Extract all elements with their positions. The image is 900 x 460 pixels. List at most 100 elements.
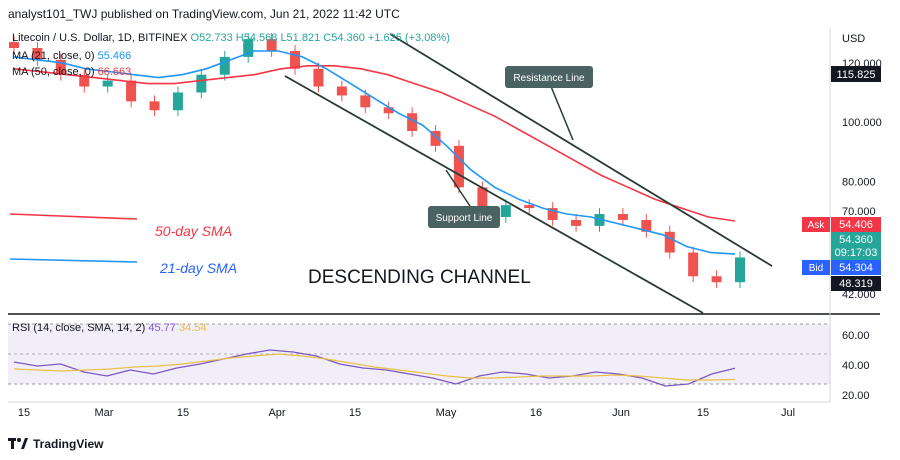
candle-body — [32, 48, 43, 60]
sma50-label: 50-day SMA — [155, 223, 232, 239]
rsi-legend-label: RSI (14, close, SMA, 14, 2) — [12, 322, 146, 334]
last-price-box — [831, 232, 881, 260]
high-value: H54.568 — [235, 32, 278, 44]
candle-body — [79, 74, 90, 87]
time-tick-label: Jul — [781, 407, 795, 419]
ask-label-box — [802, 217, 830, 232]
time-tick-label: Mar — [95, 407, 114, 419]
rsi-sma-legend-value: 34.54 — [178, 322, 207, 334]
resistance-callout-line — [549, 83, 574, 141]
candle-body — [196, 74, 207, 93]
candle-body — [453, 145, 464, 188]
candlestick-series — [9, 33, 745, 289]
candle-body — [290, 50, 301, 69]
low-price-label: 48.319 — [839, 278, 873, 290]
candle-body — [711, 276, 722, 283]
price-tick-label: 70.000 — [842, 206, 876, 218]
candle-body — [524, 205, 535, 209]
candle-body — [688, 252, 699, 277]
candle-body — [407, 113, 418, 132]
ma50-line — [13, 65, 736, 222]
change-value: +1.625 (+3.08%) — [367, 32, 450, 44]
low-value: L51.821 — [280, 32, 321, 44]
time-tick-label: 16 — [530, 407, 542, 419]
bid-label: Bid — [809, 263, 823, 274]
ma21-legend-label: MA (21, close, 0) — [12, 50, 95, 62]
candle-body — [336, 86, 347, 96]
tradingview-logo-icon — [8, 438, 28, 449]
ma21-line — [13, 50, 736, 255]
candle-body — [172, 92, 183, 111]
ask-value: 54.406 — [839, 219, 873, 231]
ma50-legend-value: 66.663 — [97, 66, 132, 78]
price-tick-label: 100.000 — [842, 117, 882, 129]
time-tick-label: 15 — [18, 407, 30, 419]
candle-body — [547, 208, 558, 220]
last-price: 54.360 — [839, 234, 873, 246]
candle-body — [9, 42, 19, 48]
time-tick-label: 15 — [177, 407, 189, 419]
rsi-sma-line — [13, 353, 736, 381]
candle-body — [735, 257, 745, 283]
candle-body — [126, 80, 137, 102]
close-value: C54.360 — [323, 32, 365, 44]
candle-body — [617, 214, 628, 220]
price-tick-label: 42.000 — [842, 289, 876, 301]
current-price-label: 115.825 — [837, 69, 876, 81]
sma21-label: 21-day SMA — [159, 260, 237, 276]
candle-body — [219, 56, 230, 75]
rsi-line — [13, 349, 736, 387]
time-tick-label: Apr — [268, 407, 285, 419]
rsi-legend-value: 45.77 — [148, 322, 176, 334]
candle-body — [500, 205, 511, 217]
candle-body — [430, 131, 441, 146]
ask-value-box — [831, 217, 881, 232]
symbol-legend: Litecoin / U.S. Dollar, 1D, BITFINEX O52… — [12, 32, 450, 44]
candle-body — [55, 59, 66, 75]
sma21-key-line — [9, 258, 138, 263]
support-line — [284, 75, 704, 314]
ask-label: Ask — [808, 220, 826, 231]
channel-label: DESCENDING CHANNEL — [308, 267, 531, 288]
candle-body — [477, 187, 488, 217]
candle-body — [383, 107, 394, 114]
support-label: Support Line — [436, 213, 493, 224]
tradingview-footer: TradingView — [8, 437, 103, 451]
ma21-legend: MA (21, close, 0) 55.466 — [12, 50, 131, 62]
rsi-tick-label: 40.00 — [842, 360, 870, 372]
candle-body — [360, 95, 371, 108]
symbol-name: Litecoin / U.S. Dollar, 1D, BITFINEX — [12, 32, 188, 44]
support-label-box — [428, 206, 500, 228]
current-price-box — [831, 66, 881, 82]
time-tick-label: 15 — [697, 407, 709, 419]
resistance-label-box — [505, 66, 593, 88]
open-value: O52.733 — [190, 32, 233, 44]
candle-body — [664, 231, 675, 253]
rsi-legend: RSI (14, close, SMA, 14, 2) 45.77 34.54 — [12, 322, 206, 334]
candle-body — [102, 80, 113, 87]
ma21-legend-value: 55.466 — [97, 50, 132, 62]
countdown: 09:17:03 — [835, 247, 878, 259]
support-callout-line — [445, 169, 471, 207]
time-tick-label: 15 — [349, 407, 361, 419]
candle-body — [313, 68, 324, 87]
low-price-box — [831, 276, 881, 291]
candle-body — [149, 101, 160, 111]
candle-body — [641, 219, 652, 232]
currency-label: USD — [842, 33, 865, 45]
rsi-tick-label: 20.00 — [842, 390, 870, 402]
rsi-tick-label: 60.00 — [842, 330, 870, 342]
time-tick-label: May — [436, 407, 457, 419]
ma50-legend: MA (50, close, 0) 66.663 — [12, 66, 131, 78]
sma50-key-line — [9, 213, 138, 220]
candle-body — [243, 39, 254, 57]
resistance-line — [389, 33, 773, 267]
candle-body — [266, 39, 277, 51]
candle-body — [571, 219, 582, 226]
time-tick-label: Jun — [612, 407, 630, 419]
tradingview-brand: TradingView — [33, 437, 104, 451]
ma50-legend-label: MA (50, close, 0) — [12, 66, 95, 78]
bid-value-box — [831, 260, 881, 275]
bid-value: 54.304 — [839, 262, 873, 274]
